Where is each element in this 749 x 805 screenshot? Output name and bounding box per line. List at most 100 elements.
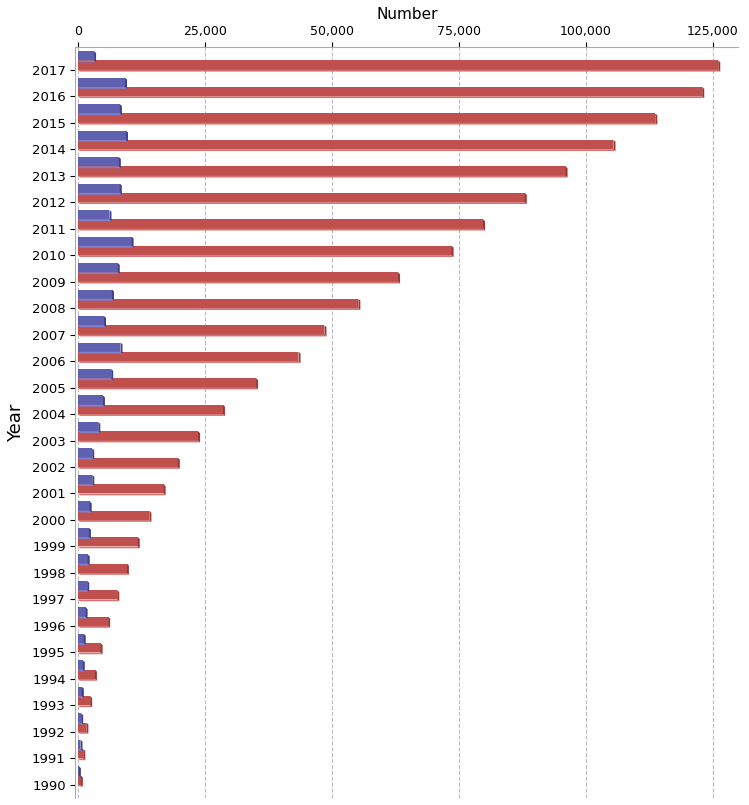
Polygon shape [78, 775, 81, 778]
Bar [78, 157, 119, 167]
Bar [78, 130, 126, 140]
Polygon shape [358, 299, 360, 310]
Polygon shape [125, 77, 127, 89]
Bar [78, 114, 655, 122]
Polygon shape [78, 467, 180, 469]
Polygon shape [83, 749, 85, 760]
Polygon shape [398, 272, 400, 283]
Polygon shape [104, 316, 106, 327]
Polygon shape [126, 130, 128, 142]
Polygon shape [78, 335, 327, 336]
Polygon shape [703, 87, 704, 98]
Bar [78, 422, 98, 431]
Polygon shape [127, 564, 129, 575]
Bar [78, 395, 103, 405]
Polygon shape [120, 104, 122, 115]
Polygon shape [81, 775, 83, 786]
Polygon shape [78, 431, 100, 433]
Bar [78, 696, 90, 705]
Polygon shape [78, 458, 94, 460]
Bar [78, 104, 120, 114]
Polygon shape [78, 573, 129, 575]
Polygon shape [78, 378, 113, 380]
Polygon shape [98, 422, 100, 433]
Polygon shape [88, 555, 90, 566]
Polygon shape [78, 440, 200, 443]
Polygon shape [78, 679, 97, 681]
Polygon shape [78, 246, 133, 248]
Bar [78, 775, 81, 785]
Polygon shape [78, 537, 91, 539]
Polygon shape [89, 528, 91, 539]
Polygon shape [78, 405, 105, 407]
Polygon shape [108, 617, 110, 628]
Bar [78, 660, 83, 670]
Polygon shape [118, 263, 120, 275]
Bar [78, 723, 86, 732]
Polygon shape [78, 510, 91, 513]
Polygon shape [483, 220, 485, 230]
Bar [78, 342, 121, 352]
X-axis label: Number: Number [376, 7, 437, 22]
Bar [78, 537, 138, 547]
Polygon shape [78, 193, 122, 195]
Bar [78, 193, 525, 202]
Polygon shape [78, 87, 127, 89]
Bar [78, 77, 125, 87]
Polygon shape [80, 740, 82, 751]
Polygon shape [78, 547, 140, 548]
Polygon shape [78, 140, 128, 142]
Bar [78, 643, 100, 652]
Polygon shape [90, 696, 92, 708]
Polygon shape [78, 590, 89, 592]
Polygon shape [78, 325, 106, 327]
Polygon shape [565, 167, 568, 178]
Polygon shape [111, 369, 113, 380]
Bar [78, 590, 117, 600]
Bar [78, 290, 112, 299]
Polygon shape [655, 114, 658, 125]
Polygon shape [121, 342, 123, 353]
Polygon shape [223, 405, 225, 416]
Bar [78, 405, 223, 414]
Y-axis label: Year: Year [7, 403, 25, 442]
Bar [78, 431, 198, 440]
Polygon shape [95, 670, 97, 681]
Polygon shape [78, 643, 85, 645]
Bar [78, 325, 324, 335]
Bar [78, 528, 89, 537]
Polygon shape [78, 60, 96, 62]
Polygon shape [138, 537, 140, 548]
Polygon shape [613, 140, 616, 151]
Bar [78, 510, 149, 520]
Polygon shape [78, 97, 704, 98]
Polygon shape [78, 414, 225, 416]
Polygon shape [78, 122, 658, 125]
Bar [78, 378, 256, 387]
Bar [78, 369, 111, 378]
Polygon shape [78, 149, 616, 151]
Polygon shape [78, 114, 122, 115]
Bar [78, 184, 120, 193]
Polygon shape [78, 308, 360, 310]
Polygon shape [525, 193, 527, 204]
Bar [78, 272, 398, 282]
Polygon shape [78, 282, 400, 283]
Polygon shape [78, 670, 85, 671]
Bar [78, 555, 88, 564]
Bar [78, 352, 299, 361]
Polygon shape [112, 290, 114, 301]
Polygon shape [79, 766, 81, 778]
Polygon shape [78, 70, 721, 72]
Polygon shape [78, 617, 88, 618]
Bar [78, 749, 83, 758]
Bar [78, 485, 163, 493]
Bar [78, 713, 81, 723]
Bar [78, 210, 109, 220]
Polygon shape [78, 220, 112, 221]
Bar [78, 740, 80, 749]
Bar [78, 448, 92, 458]
Bar [78, 766, 79, 775]
Bar [78, 581, 87, 590]
Polygon shape [78, 564, 90, 566]
